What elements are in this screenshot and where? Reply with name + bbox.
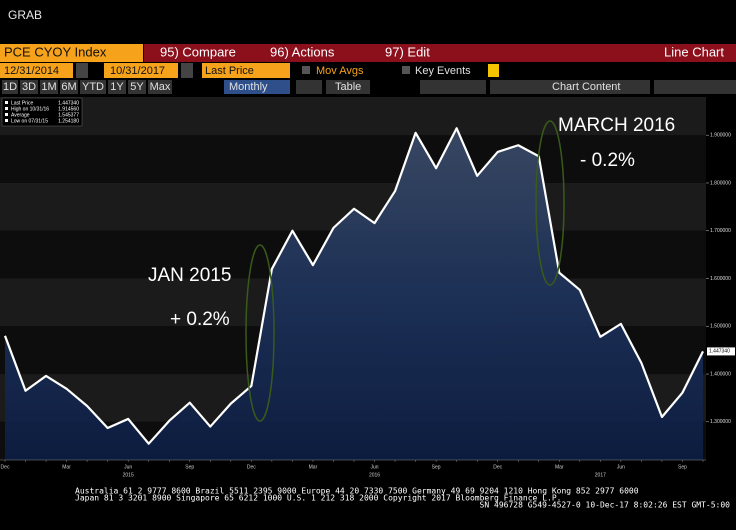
menu-actions[interactable]: 96) Actions	[270, 44, 335, 59]
x-tick-label: Jun	[124, 464, 132, 470]
legend-box	[1, 97, 83, 127]
y-tick-label: 1.500000	[710, 324, 731, 330]
x-tick-label: Jun	[370, 464, 378, 470]
table-button[interactable]	[326, 80, 370, 94]
y-tick-label: 1.900000	[710, 133, 731, 139]
field-box[interactable]	[202, 63, 290, 78]
checkbox[interactable]	[402, 66, 410, 74]
year-label: 2015	[123, 472, 134, 478]
checkbox[interactable]	[302, 66, 310, 74]
calendar-icon[interactable]	[181, 63, 193, 78]
x-tick-label: Mar	[309, 464, 318, 470]
chart: 1.300000 1.400000 1.500000 1.600000 1.700000…	[0, 97, 735, 478]
period-box[interactable]	[224, 80, 290, 94]
menu-edit[interactable]: 97) Edit	[385, 44, 430, 59]
key-events[interactable]: Key Events	[415, 65, 471, 77]
annotation: MARCH 2016	[558, 115, 675, 136]
legend-label: Last Price	[11, 100, 33, 106]
highlight-ellipse	[535, 120, 565, 286]
area	[5, 128, 703, 460]
year-label: 2016	[369, 472, 380, 478]
range-label: 6M	[61, 81, 76, 93]
x-tick-label: Sep	[432, 464, 441, 470]
legend-label: Average	[11, 112, 30, 118]
window-title: GRAB	[8, 8, 42, 22]
legend-swatch	[5, 101, 8, 104]
legend-value: 1.254180	[58, 118, 79, 124]
footer-line: Japan 81 3 3201 8900 Singapore 65 6212 1…	[75, 494, 561, 503]
y-tick-label: 1.600000	[710, 276, 731, 282]
chart-content-button[interactable]	[490, 80, 650, 94]
legend-label: High on 10/31/16	[11, 106, 49, 112]
range-label: 1D	[3, 81, 17, 93]
legend-label: Low on 07/31/15	[11, 118, 48, 124]
x-tick-label: Sep	[185, 464, 194, 470]
x-tick-label: Dec	[247, 464, 256, 470]
mov-avgs[interactable]: Mov Avgs	[316, 65, 364, 77]
legend-swatch	[5, 113, 8, 116]
range-button[interactable]	[80, 80, 106, 94]
range-label: 5Y	[130, 81, 144, 93]
range-label: YTD	[82, 81, 104, 93]
range-button[interactable]	[40, 80, 58, 94]
x-tick-label: Dec	[493, 464, 502, 470]
ticker-tab[interactable]	[0, 44, 143, 62]
legend-value: 1.447340	[58, 100, 79, 106]
range-button[interactable]	[128, 80, 146, 94]
info-icon[interactable]	[488, 64, 499, 77]
range-label: Max	[150, 81, 171, 93]
legend-swatch	[5, 107, 8, 110]
table: Table	[335, 81, 361, 93]
range-buttons: 1D 3D 1M 6M YTD 1Y 5Y Max	[2, 80, 172, 94]
ticker: PCE CYOY Index	[4, 44, 107, 59]
field: Last Price	[205, 65, 254, 77]
footer-line: Australia 61 2 9777 8600 Brazil 5511 239…	[75, 487, 639, 496]
start-date: 12/31/2014	[4, 65, 59, 77]
start-date-box[interactable]	[0, 63, 73, 78]
annotation: JAN 2015	[148, 265, 231, 286]
chart-content: Chart Content	[552, 81, 620, 93]
range-label: 1Y	[110, 81, 124, 93]
legend-value: 1.914560	[58, 106, 79, 112]
period: Monthly	[229, 81, 268, 93]
range-button[interactable]	[60, 80, 78, 94]
band	[0, 97, 706, 136]
annotation: - 0.2%	[580, 150, 635, 171]
x-tick-label: Mar	[555, 464, 564, 470]
x-tick-label: Dec	[1, 464, 10, 470]
range-button[interactable]	[20, 80, 38, 94]
calendar-icon[interactable]	[76, 63, 88, 78]
annotation: + 0.2%	[170, 309, 230, 330]
x-tick-label: Mar	[62, 464, 71, 470]
range-label: 1M	[41, 81, 56, 93]
menu-view[interactable]: Line Chart	[664, 44, 724, 59]
legend-swatch	[5, 119, 8, 122]
end-date-box[interactable]	[104, 63, 178, 78]
y-tick-label: 1.800000	[710, 180, 731, 186]
settings-button[interactable]	[654, 80, 736, 94]
range-button[interactable]	[108, 80, 126, 94]
band	[0, 135, 706, 183]
legend-value: 1.545377	[58, 112, 79, 118]
chart-icon[interactable]	[296, 80, 322, 94]
year-label: 2017	[595, 472, 606, 478]
range-button[interactable]	[2, 80, 18, 94]
line	[3, 127, 704, 445]
collapse-button[interactable]	[420, 80, 486, 94]
y-tick-label: 1.300000	[710, 419, 731, 425]
highlight-ellipse	[245, 244, 275, 422]
value-label: 1.447340	[709, 349, 730, 355]
menu-compare[interactable]: 95) Compare	[160, 44, 236, 59]
y-tick-label: 1.700000	[710, 228, 731, 234]
range-label: 3D	[22, 81, 36, 93]
x-tick-label: Jun	[617, 464, 625, 470]
value-label-box	[707, 347, 735, 356]
menu-bar	[144, 44, 736, 62]
x-tick-label: Sep	[678, 464, 687, 470]
footer-line: SN 496728 G549-4527-0 10-Dec-17 8:02:26 …	[480, 501, 731, 510]
y-tick-label: 1.400000	[710, 371, 731, 377]
end-date: 10/31/2017	[110, 65, 165, 77]
range-button[interactable]	[148, 80, 172, 94]
